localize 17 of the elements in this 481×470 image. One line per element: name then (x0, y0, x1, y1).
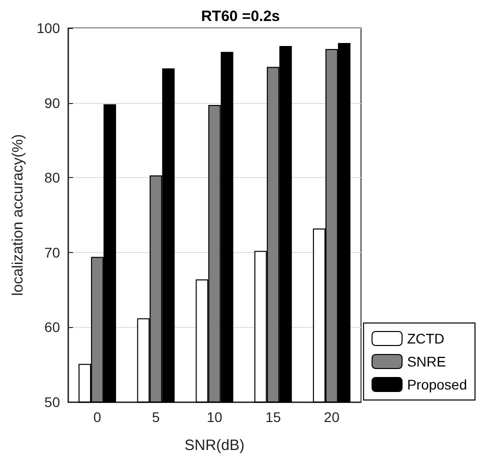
y-axis-title: localization accuracy(%) (10, 134, 27, 296)
y-tick-label: 100 (36, 20, 60, 36)
y-tick-label: 70 (44, 244, 60, 260)
legend-label: Proposed (407, 376, 468, 392)
legend-label: SNRE (407, 354, 446, 370)
chart-title: RT60 =0.2s (201, 8, 280, 25)
y-tick-label: 50 (44, 394, 60, 410)
x-axis-title: SNR(dB) (184, 437, 245, 454)
x-tick-label: 10 (206, 409, 222, 425)
x-tick-label: 20 (324, 409, 340, 425)
x-tick-label: 0 (93, 409, 102, 425)
y-tick-label: 90 (44, 94, 60, 111)
y-tick-label: 80 (44, 170, 60, 186)
legend-label: ZCTD (407, 330, 444, 346)
x-tick-label: 15 (265, 409, 282, 425)
x-tick-label: 5 (152, 409, 160, 425)
y-tick-label: 60 (44, 319, 60, 336)
